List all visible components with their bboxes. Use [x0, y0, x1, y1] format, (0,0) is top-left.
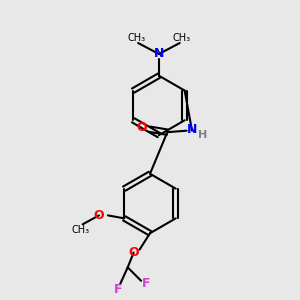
- Text: CH₃: CH₃: [71, 225, 89, 235]
- Text: N: N: [154, 47, 164, 61]
- Text: O: O: [94, 209, 104, 222]
- Text: O: O: [128, 246, 139, 259]
- Text: H: H: [198, 130, 208, 140]
- Text: F: F: [142, 277, 151, 290]
- Text: CH₃: CH₃: [128, 33, 146, 43]
- Text: F: F: [114, 283, 122, 296]
- Text: N: N: [187, 123, 197, 136]
- Text: CH₃: CH₃: [172, 33, 190, 43]
- Text: O: O: [137, 121, 147, 134]
